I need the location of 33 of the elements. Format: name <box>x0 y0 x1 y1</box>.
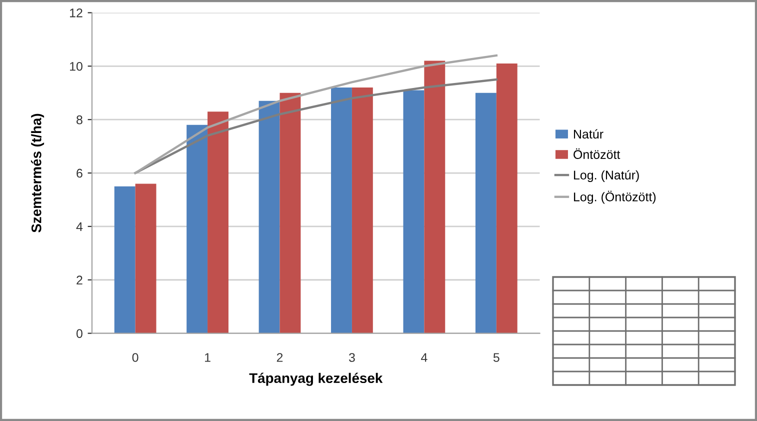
y-tick-label: 0 <box>76 329 82 338</box>
y-axis-title: Szemtermés (t/ha) <box>30 114 44 232</box>
bar <box>352 88 373 334</box>
bar <box>475 92 496 334</box>
y-tick-label: 8 <box>76 115 82 124</box>
y-tick-label: 6 <box>76 168 82 178</box>
legend-label: Log. (Öntözött) <box>574 190 656 204</box>
x-tick-label: 1 <box>205 353 210 362</box>
bar <box>114 186 136 334</box>
bar <box>258 100 280 334</box>
x-tick-label: 4 <box>421 353 428 362</box>
bar <box>403 90 424 334</box>
x-tick-label: 0 <box>132 353 138 362</box>
bar <box>331 88 352 334</box>
y-tick-label: 4 <box>76 222 83 231</box>
bar <box>280 92 301 334</box>
line-series <box>134 54 498 174</box>
legend-label: Natúr <box>574 129 604 139</box>
legend-label: Öntözött <box>574 148 620 159</box>
legend-label: Log. (Natúr) <box>574 170 639 182</box>
bar <box>135 184 156 334</box>
bar <box>208 112 228 334</box>
x-tick-label: 2 <box>276 353 283 362</box>
bar <box>424 60 446 334</box>
x-axis-title: Tápanyag kezelések <box>249 372 383 386</box>
y-tick-label: 10 <box>70 62 82 71</box>
bar <box>186 124 208 334</box>
line-series <box>134 78 498 174</box>
bar <box>496 63 518 334</box>
y-tick-label: 12 <box>70 8 82 18</box>
x-tick-label: 5 <box>493 353 500 362</box>
y-tick-label: 2 <box>76 276 82 284</box>
x-tick-label: 3 <box>348 353 355 362</box>
